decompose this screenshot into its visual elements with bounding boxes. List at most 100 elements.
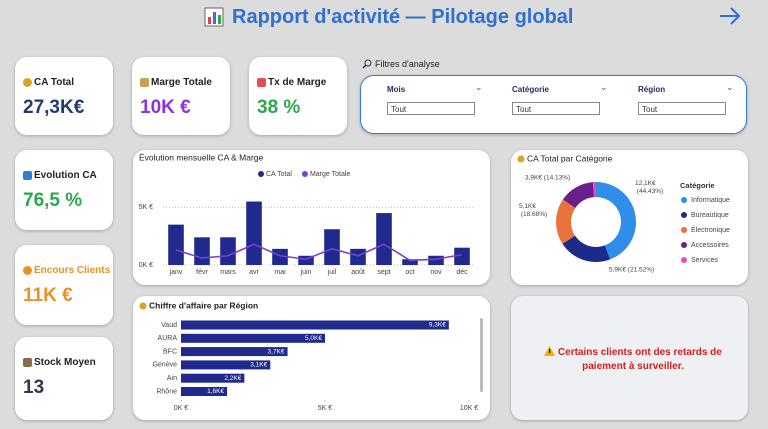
legend-marker [681,227,687,233]
line [175,243,463,262]
data-label: 3,1K€ [250,362,267,369]
kpi-label: Evolution CA [23,170,97,181]
x-tick-label: mars [220,269,236,276]
y-tick-label: Ain [167,375,177,382]
chevron[interactable]: ⌄ [600,82,608,92]
bar [181,360,271,370]
chart-title: Chiffre d'affaire par Région [149,300,258,310]
x-tick-label: août [351,269,365,276]
data-label: 9,3K€ [429,322,446,329]
legend-label: Marge Totale [310,171,350,178]
bar [181,387,228,396]
bar [324,229,340,265]
x-tick-label: mai [274,269,286,276]
kpi-value: 27,3K€ [23,97,85,118]
data-label: 3,9K€ (14.13%) [525,175,570,182]
x-tick-label: 5K € [318,405,333,412]
scrollbar [480,318,483,392]
legend-label: CA Total [266,171,292,178]
warning-icon [544,346,556,356]
y-tick-label: BFC [163,348,177,355]
legend-label: Bureautique [691,212,729,219]
y-tick-label: Vaud [161,322,177,329]
kpi-value: 10K € [140,97,191,118]
legend-marker [258,171,264,177]
x-tick-label: 10K € [460,405,478,412]
bar [168,224,184,265]
filter-dropdown[interactable]: Tout [638,102,726,115]
bar [402,259,418,265]
x-tick-label: avr [249,269,259,276]
title-icon [204,7,224,27]
title-icon [139,302,147,310]
kpi-label: Encours Clients [23,265,110,276]
legend-label: Services [691,257,718,264]
kpi-label-text: CA Total [34,77,74,88]
donut-slice [592,182,596,198]
kpi-value: 13 [23,377,45,398]
bar [181,347,288,357]
alert-text: Certains clients ont des retards de paie… [557,347,722,372]
x-tick-label: oct [405,269,414,276]
legend-label: Électronique [691,225,730,234]
legend-marker [681,212,687,218]
filter-dropdown[interactable]: Tout [512,102,600,115]
legend-marker [301,171,308,177]
search-icon [362,59,372,69]
data-label: 12,1K€ (44.43%) [635,180,663,195]
data-label: 1,6K€ [207,388,224,395]
donut-slice [596,182,636,260]
donut-slice [562,235,611,262]
x-tick-label: févr [196,269,208,276]
kpi-card: Stock Moyen 13 [15,337,113,420]
kpi-value: 11K € [23,285,73,306]
x-tick-label: juin [300,269,312,276]
kpi-value: 38 % [257,97,301,118]
data-label: 5,9K€ (21.52%) [609,267,654,274]
kpi-card: CA Total 27,3K€ [15,57,113,135]
legend-label: Accessoires [691,242,729,249]
kpi-label-text: Encours Clients [34,265,111,276]
x-tick-label: nov [430,269,442,276]
filters-title: Filtres d'analyse [375,59,440,69]
next-arrow[interactable] [718,6,742,26]
bar [454,247,470,265]
kpi-label: CA Total [23,77,74,88]
title-icon [517,155,525,163]
y-tick-label: 0K € [139,262,154,269]
data-label: 5,0K€ [305,335,322,342]
chevron[interactable]: ⌄ [726,82,734,92]
kpi-label-text: Tx de Marge [268,77,327,88]
filter-label: Mois [387,85,406,94]
y-tick-label: 5K € [139,204,154,211]
x-tick-label: juil [327,269,337,276]
kpi-value: 76,5 % [23,190,83,211]
bar [350,248,366,265]
legend-marker [681,197,687,203]
chart-title: Évolution mensuelle CA & Marge [139,152,264,162]
hbar-chart: Chiffre d'affaire par Région 0K € 5K € 10K … [133,296,490,420]
filter-label: Catégorie [512,85,549,94]
combo-chart: Évolution mensuelle CA & Marge 0K € 5K € CA… [133,150,490,285]
bar [428,255,444,265]
bar [298,255,314,265]
bar [376,213,392,265]
bar [181,320,449,330]
kpi-label-text: Evolution CA [34,170,97,181]
chart-title: CA Total par Catégorie [527,153,613,163]
filter-dropdown[interactable]: Tout [387,102,475,115]
kpi-label-text: Stock Moyen [34,357,96,368]
legend-marker [681,257,687,263]
y-tick-label: Genève [152,362,177,369]
chevron[interactable]: ⌄ [475,82,483,92]
alert-card: Certains clients ont des retards de paie… [511,296,748,420]
kpi-label: Marge Totale [140,77,212,88]
legend-label: Informatique [691,197,730,204]
bar [181,333,325,343]
bar [181,373,245,383]
bar [194,237,210,265]
filter-label: Région [638,85,666,94]
data-label: 2,2K€ [224,375,241,382]
kpi-label-text: Marge Totale [151,77,212,88]
